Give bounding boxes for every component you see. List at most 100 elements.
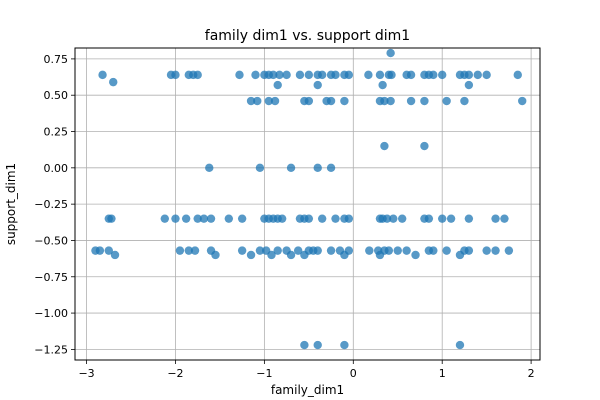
data-point	[464, 246, 474, 255]
data-point	[518, 96, 527, 106]
data-point	[365, 246, 374, 255]
data-point	[491, 246, 500, 255]
data-point	[340, 340, 349, 350]
data-point	[277, 214, 287, 223]
data-point	[293, 246, 303, 255]
data-point	[344, 214, 354, 223]
data-point	[504, 246, 514, 255]
data-point	[109, 77, 118, 87]
data-point	[389, 214, 398, 223]
data-point	[237, 214, 247, 223]
x-tick-label: −1	[256, 367, 272, 380]
data-point	[317, 70, 327, 80]
data-point	[104, 246, 113, 255]
data-point	[317, 214, 327, 223]
y-tick-label: −0.25	[34, 198, 68, 211]
data-point	[304, 70, 314, 80]
data-point	[300, 340, 309, 350]
data-point	[331, 70, 340, 80]
data-point	[437, 214, 447, 223]
y-tick-label: 0.50	[44, 89, 69, 102]
data-point	[375, 70, 385, 80]
data-point	[98, 70, 107, 80]
data-point	[331, 214, 340, 223]
data-point	[251, 70, 260, 80]
data-point	[273, 80, 282, 90]
data-point	[171, 214, 180, 223]
data-point	[253, 96, 262, 106]
data-point	[344, 246, 354, 255]
data-point	[295, 70, 305, 80]
data-point	[246, 96, 256, 106]
data-point	[326, 163, 336, 173]
data-point	[255, 163, 265, 173]
data-point	[460, 96, 469, 106]
data-point	[446, 214, 456, 223]
data-point	[326, 246, 336, 255]
data-point	[382, 214, 392, 223]
data-points	[91, 48, 527, 350]
data-point	[313, 163, 322, 173]
data-point	[269, 70, 278, 80]
y-tick-label: −1.00	[34, 307, 68, 320]
data-point	[429, 246, 438, 255]
data-point	[286, 163, 296, 173]
data-point	[387, 70, 396, 80]
data-point	[473, 70, 482, 80]
y-tick-label: −0.75	[34, 271, 68, 284]
data-point	[237, 246, 247, 255]
data-point	[255, 246, 265, 255]
data-point	[286, 250, 296, 260]
data-point	[364, 70, 373, 80]
data-point	[500, 214, 509, 223]
data-point	[193, 214, 202, 223]
data-point	[171, 70, 180, 80]
x-tick-label: 0	[350, 367, 357, 380]
data-point	[175, 246, 185, 255]
data-point	[160, 214, 169, 223]
data-point	[513, 70, 522, 80]
data-point	[464, 80, 474, 90]
x-axis-ticks: −3 −2 −1 0 1 2	[78, 360, 535, 380]
y-axis-ticks: 0.75 0.50 0.25 0.00 −0.25 −0.50 −0.75 −1.00 −1.2…	[34, 53, 75, 356]
data-point	[482, 70, 491, 80]
data-point	[264, 96, 274, 106]
data-point	[313, 340, 322, 350]
data-point	[406, 96, 416, 106]
data-point	[224, 214, 234, 223]
x-axis-label: family_dim1	[271, 383, 344, 397]
data-point	[340, 96, 349, 106]
data-point	[442, 246, 451, 255]
data-point	[429, 70, 438, 80]
data-point	[184, 246, 194, 255]
data-point	[190, 246, 200, 255]
x-tick-label: −2	[167, 367, 183, 380]
data-point	[482, 246, 491, 255]
data-point	[211, 250, 220, 260]
data-point	[380, 96, 389, 106]
data-point	[420, 141, 429, 151]
data-point	[393, 246, 402, 255]
data-point	[282, 70, 291, 80]
data-point	[110, 250, 120, 260]
data-point	[199, 214, 209, 223]
gridlines	[75, 48, 540, 360]
data-point	[304, 214, 314, 223]
data-point	[193, 70, 202, 80]
data-point	[95, 246, 105, 255]
chart-title: family dim1 vs. support dim1	[205, 28, 410, 44]
y-tick-label: 0.00	[44, 162, 69, 175]
y-tick-label: −1.25	[34, 343, 68, 356]
x-tick-label: −3	[78, 367, 94, 380]
data-point	[464, 70, 474, 80]
x-tick-label: 1	[439, 367, 446, 380]
data-point	[270, 96, 280, 106]
data-point	[386, 48, 395, 58]
data-point	[380, 141, 389, 151]
data-point	[273, 246, 282, 255]
data-point	[313, 246, 322, 255]
y-tick-label: 0.75	[44, 53, 69, 66]
data-point	[344, 70, 354, 80]
